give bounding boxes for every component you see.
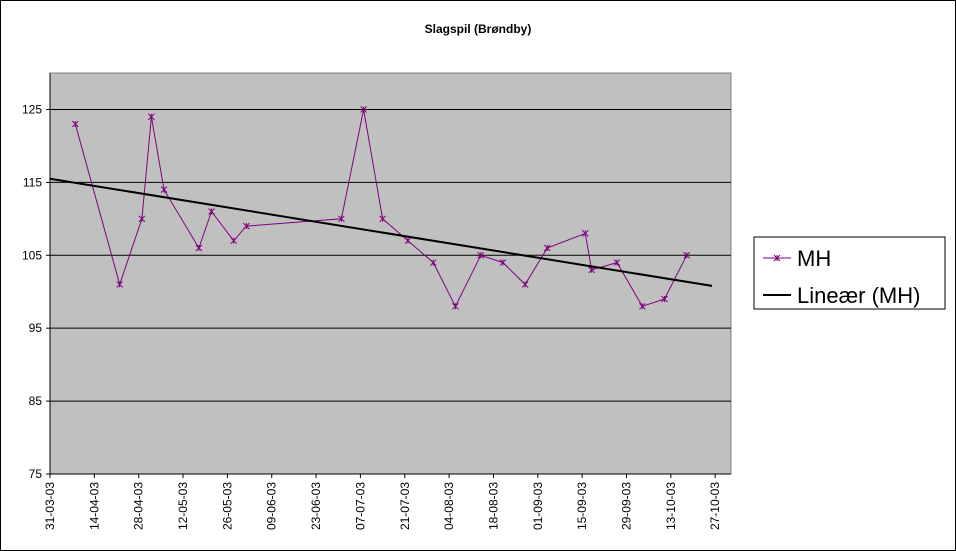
data-point-mh: [452, 302, 459, 310]
data-point-mh: [683, 251, 691, 259]
x-tick-label: 27-10-03: [708, 482, 722, 530]
data-point-mh: [243, 222, 250, 230]
x-tick-label: 23-06-03: [309, 482, 323, 530]
data-point-mh: [588, 266, 595, 274]
data-point-mh: [160, 186, 168, 194]
data-point-mh: [404, 237, 412, 245]
data-point-mh: [429, 259, 437, 266]
data-point-mh: [543, 244, 551, 252]
chart-title: Slagspil (Brøndby): [425, 22, 532, 36]
data-point-mh: [230, 237, 238, 245]
data-point-mh: [338, 215, 345, 223]
y-tick-label: 85: [29, 394, 43, 408]
x-tick-label: 21-07-03: [398, 482, 412, 530]
data-point-mh: [195, 244, 203, 252]
x-tick-label: 09-06-03: [265, 482, 279, 530]
x-tick-label: 01-09-03: [531, 482, 545, 530]
data-point-mh: [148, 113, 155, 121]
x-tick-label: 26-05-03: [220, 482, 234, 530]
axes: [49, 73, 731, 475]
x-tick-label: 04-08-03: [442, 482, 456, 530]
x-tick-label: 13-10-03: [664, 482, 678, 530]
x-tick-label: 29-09-03: [619, 482, 633, 530]
legend-label-mh: MH: [797, 246, 831, 271]
data-point-mh: [581, 230, 589, 237]
data-point-mh: [208, 208, 215, 215]
x-tick-label: 07-07-03: [353, 482, 367, 530]
plot-area: [49, 72, 732, 475]
gridlines: [50, 108, 731, 402]
y-tick-label: 125: [22, 102, 42, 116]
x-tick-label: 12-05-03: [176, 482, 190, 530]
data-point-mh: [521, 281, 529, 288]
data-point-mh: [477, 251, 485, 259]
legend-mh-marker: [773, 254, 781, 262]
y-axis-ticks: 75 85 95 105 115 125: [22, 102, 50, 481]
x-axis-ticks: 31-03-03 14-04-03 28-04-03 12-05-03 26-05-03…: [43, 474, 722, 530]
data-point-mh: [71, 120, 79, 128]
data-point-mh: [116, 281, 124, 288]
series-trendline: [49, 177, 713, 287]
x-tick-label: 18-08-03: [486, 482, 500, 530]
data-point-mh: [360, 106, 367, 113]
data-point-mh: [138, 215, 146, 223]
y-tick-label: 105: [22, 248, 42, 262]
y-tick-label: 115: [23, 175, 42, 189]
y-tick-label: 95: [29, 321, 43, 335]
data-point-mh: [379, 215, 386, 223]
x-tick-label: 15-09-03: [575, 482, 589, 530]
legend-label-trend: Lineær (MH): [797, 283, 920, 308]
data-point-mh: [499, 259, 507, 266]
data-point-mh: [661, 295, 668, 303]
data-point-mh: [638, 302, 646, 310]
legend: MH Lineær (MH): [753, 236, 946, 310]
legend-mh-star: [773, 254, 781, 262]
x-tick-label: 31-03-03: [43, 482, 57, 530]
data-point-mh: [613, 259, 621, 266]
x-tick-label: 28-04-03: [132, 482, 146, 530]
series: [49, 106, 713, 310]
x-tick-label: 14-04-03: [87, 482, 101, 530]
y-tick-label: 75: [29, 467, 43, 481]
legend-box: [753, 236, 946, 310]
